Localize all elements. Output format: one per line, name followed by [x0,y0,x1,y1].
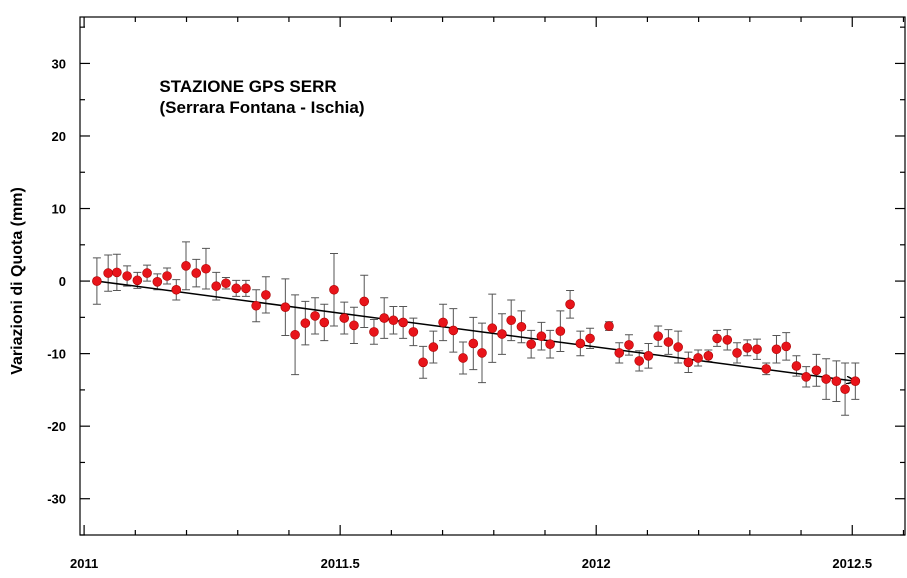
point [152,277,163,287]
point [162,271,172,281]
point [653,331,663,342]
point [732,348,742,358]
point [339,313,350,323]
point [103,268,113,278]
point [614,348,625,358]
point [545,339,555,349]
point [379,313,389,323]
x-tick-label: 2012.5 [832,556,872,571]
point [211,281,222,291]
point [516,321,527,332]
point [290,329,300,340]
point [142,268,152,278]
point [536,331,547,342]
plot-frame [79,16,906,536]
point [624,340,634,350]
point [585,333,595,344]
point [231,283,241,294]
point [703,351,714,361]
y-tick-label: 20 [52,129,66,144]
point [526,339,536,349]
point [850,376,861,386]
point [771,344,782,355]
point [468,338,479,349]
point [643,351,654,361]
point [683,357,694,368]
point [791,361,802,371]
x-tick-label: 2011.5 [321,556,360,571]
y-tick-label: -30 [47,492,66,507]
point [742,343,753,353]
point [693,353,703,363]
trend-line [96,280,855,381]
point [565,299,575,310]
point [555,326,566,336]
point [112,267,122,278]
point [280,302,291,312]
y-tick-label: -20 [47,419,66,434]
point [359,296,370,307]
point [261,290,271,300]
chart-subtitle: (Serrara Fontana - Ischia) [159,98,364,117]
y-tick-label: 10 [52,202,66,217]
point [634,356,645,366]
point [428,342,439,352]
point [191,268,202,278]
point [497,329,507,339]
point [663,337,674,347]
point [487,323,498,334]
point [221,278,231,289]
point [349,320,359,331]
point [418,357,428,368]
point [408,327,419,337]
point [752,344,762,355]
point [781,341,791,352]
point [761,364,772,374]
point [300,318,311,328]
point [92,276,102,286]
point [329,284,339,295]
point [241,283,251,294]
point [811,365,822,376]
point [201,263,211,274]
point [831,376,842,386]
point [369,327,379,337]
point [171,284,182,295]
point [673,342,683,352]
y-tick-label: 30 [52,56,66,71]
point [604,321,614,331]
point [251,300,261,311]
point [438,317,448,328]
point [712,333,722,344]
y-tick-label: 0 [59,274,66,289]
y-tick-label: -10 [47,347,66,362]
point [801,372,811,382]
point [181,261,191,271]
point [458,353,468,363]
point [477,348,487,358]
point [310,311,320,321]
point [821,374,831,384]
point [398,317,408,328]
x-tick-label: 2011 [70,556,98,571]
point [448,325,459,336]
point [506,315,516,326]
chart-title: STAZIONE GPS SERR [159,77,336,96]
point [388,315,399,326]
y-axis-label: Variazioni di Quota (mm) [9,187,26,375]
point [575,338,586,349]
point [722,335,733,345]
point [840,384,850,394]
point [122,271,132,281]
point [319,317,330,328]
point [132,275,143,286]
x-tick-label: 2012 [582,556,611,571]
